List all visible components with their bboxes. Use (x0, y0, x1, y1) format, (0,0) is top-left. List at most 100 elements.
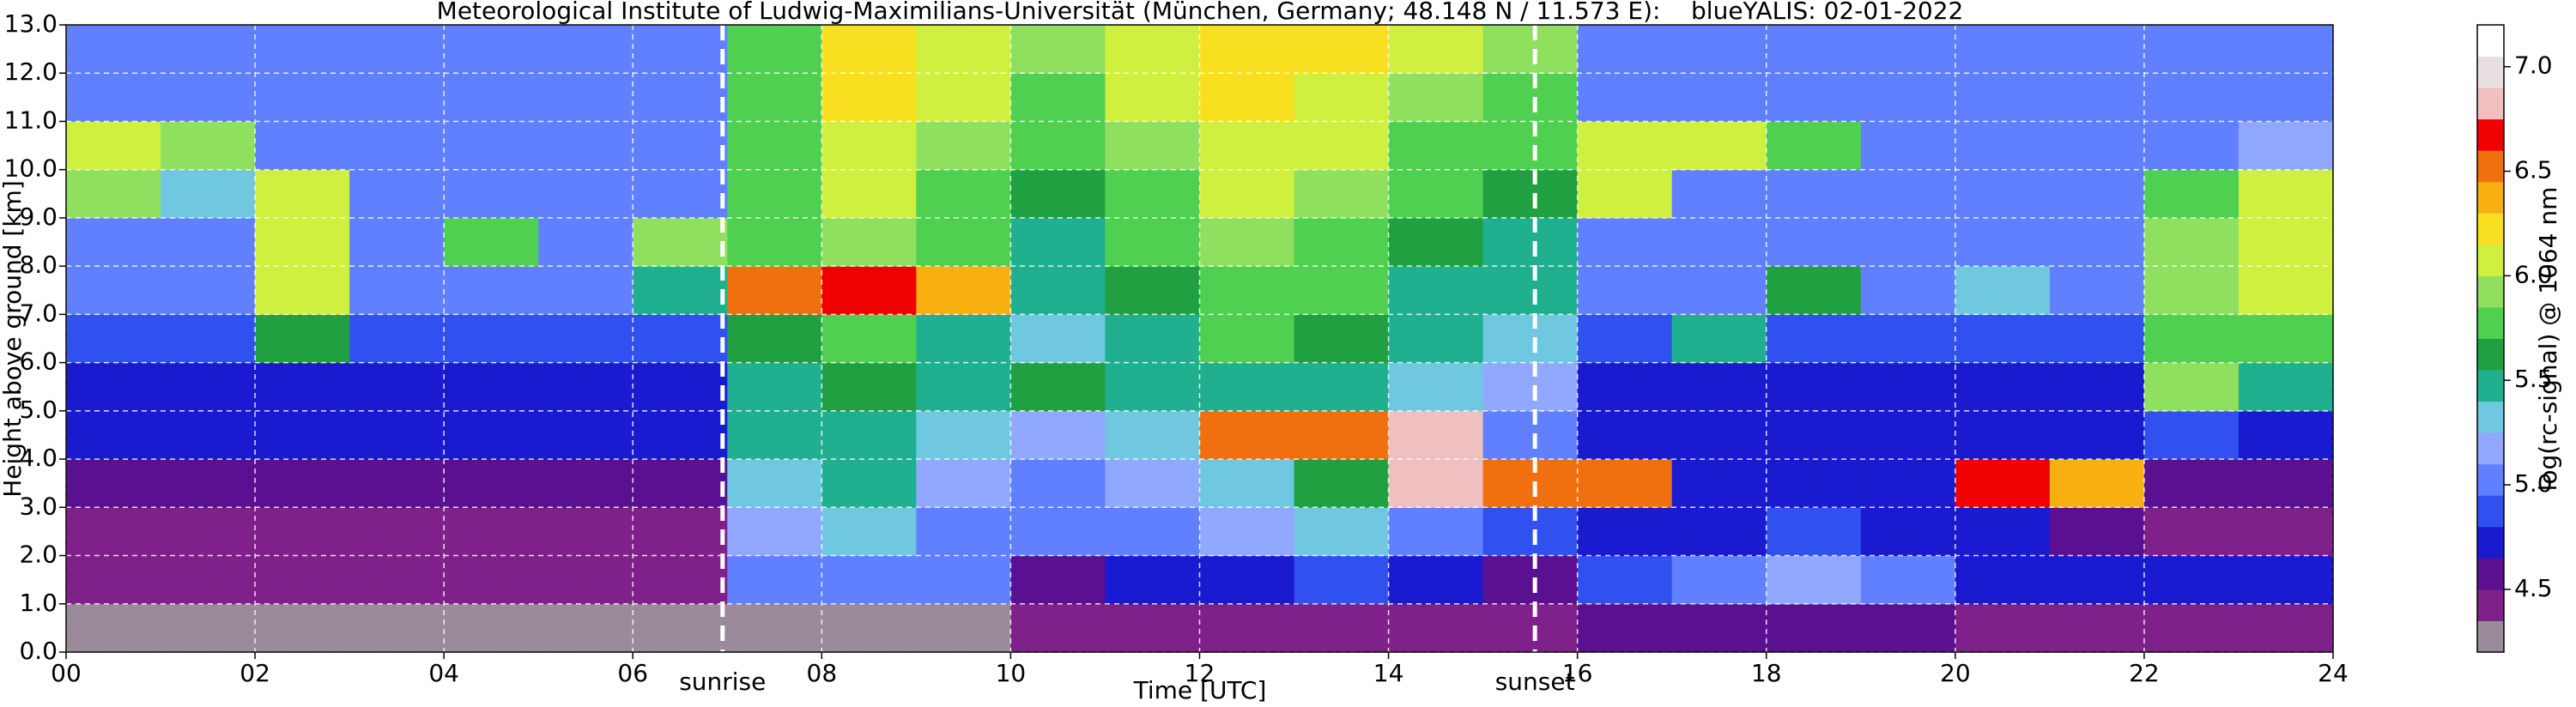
heatmap-cell (1010, 169, 1106, 219)
colorbar-swatch (2477, 25, 2504, 57)
heatmap-cell (1199, 266, 1295, 315)
x-tick-label: 16 (1562, 659, 1593, 687)
heatmap-cell (1105, 555, 1200, 605)
heatmap-cell (2049, 555, 2145, 605)
heatmap-cell (255, 314, 350, 364)
heatmap-cell (1577, 362, 1673, 412)
heatmap-cell (255, 507, 350, 557)
heatmap-cell (1671, 603, 1767, 653)
heatmap-cell (633, 314, 728, 364)
heatmap-cell (821, 314, 917, 364)
heatmap-cell (1577, 169, 1673, 219)
heatmap-cell (727, 217, 822, 267)
heatmap-cell (1766, 362, 1862, 412)
heatmap-cell (1388, 410, 1484, 460)
heatmap-cell (821, 25, 917, 74)
heatmap-cell (2238, 266, 2334, 315)
heatmap-cell (444, 507, 539, 557)
heatmap-cell (727, 459, 822, 508)
heatmap-cell (727, 266, 822, 315)
heatmap-cell (66, 73, 161, 122)
heatmap-cell (1671, 507, 1767, 557)
heatmap-cell (821, 410, 917, 460)
heatmap-cell (2049, 362, 2145, 412)
colorbar-tick-label: 5.5 (2514, 365, 2553, 393)
heatmap-cell (1955, 314, 2051, 364)
heatmap-cell (1388, 555, 1484, 605)
heatmap-cell (1388, 459, 1484, 508)
heatmap-cell (2049, 25, 2145, 74)
heatmap-cell (538, 266, 633, 315)
heatmap-cell (633, 410, 728, 460)
heatmap-cell (1010, 459, 1106, 508)
x-tick-label: 22 (2129, 659, 2160, 687)
heatmap-cell (727, 314, 822, 364)
heatmap-cell (2049, 459, 2145, 508)
heatmap-cell (1105, 73, 1200, 122)
heatmap-cell (1860, 169, 1956, 219)
heatmap-cell (916, 121, 1011, 171)
heatmap-cell (1577, 73, 1673, 122)
colorbar-swatch (2477, 432, 2504, 465)
heatmap-cell (1955, 25, 2051, 74)
heatmap-cell (66, 603, 161, 653)
heatmap-cell (66, 217, 161, 267)
colorbar-swatch (2477, 244, 2504, 276)
heatmap-cell (1860, 603, 1956, 653)
heatmap-cell (1766, 459, 1862, 508)
heatmap-cell (538, 603, 633, 653)
heatmap-cell (1482, 169, 1579, 219)
heatmap-cell (349, 362, 445, 412)
heatmap-cell (66, 459, 161, 508)
heatmap-cell (1482, 459, 1579, 508)
heatmap-cell (821, 459, 917, 508)
heatmap-cell (633, 217, 728, 267)
heatmap-cell (1955, 217, 2051, 267)
heatmap-cell (1577, 459, 1673, 508)
heatmap-cell (1294, 507, 1390, 557)
heatmap-cell (349, 169, 445, 219)
heatmap-cell (1955, 507, 2051, 557)
heatmap-cell (1105, 25, 1200, 74)
heatmap-cell (1294, 603, 1390, 653)
colorbar-swatch (2477, 306, 2504, 339)
colorbar-swatch (2477, 558, 2504, 590)
heatmap-cell (2049, 169, 2145, 219)
heatmap-cell (1388, 603, 1484, 653)
heatmap-cell (1199, 410, 1295, 460)
annotation-label: sunrise (679, 668, 766, 696)
colorbar-swatch (2477, 88, 2504, 120)
heatmap-cell (1482, 555, 1579, 605)
heatmap-cell (444, 362, 539, 412)
heatmap-cell (727, 507, 822, 557)
heatmap-cell (1860, 362, 1956, 412)
heatmap-cell (2238, 555, 2334, 605)
heatmap-cell (1010, 73, 1106, 122)
heatmap-cell (1010, 410, 1106, 460)
heatmap-cell (1482, 507, 1579, 557)
heatmap-cell (1199, 603, 1295, 653)
heatmap-cell (255, 25, 350, 74)
heatmap-cell (538, 410, 633, 460)
heatmap-cell (1388, 266, 1484, 315)
heatmap-cell (161, 25, 256, 74)
heatmap-cell (1294, 169, 1390, 219)
heatmap-cell (2238, 169, 2334, 219)
heatmap-cell (66, 362, 161, 412)
heatmap-cell (2238, 25, 2334, 74)
heatmap-cell (916, 73, 1011, 122)
heatmap-cell (1577, 410, 1673, 460)
heatmap-cell (161, 603, 256, 653)
x-tick-label: 00 (51, 659, 82, 687)
heatmap-cell (1482, 603, 1579, 653)
x-tick-label: 14 (1373, 659, 1404, 687)
heatmap-cell (2238, 603, 2334, 653)
colorbar-tick-label: 7.0 (2514, 51, 2553, 80)
heatmap-cell (255, 121, 350, 171)
heatmap-cell (1860, 73, 1956, 122)
colorbar-tick-label: 4.5 (2514, 574, 2553, 602)
colorbar-swatch (2477, 370, 2504, 402)
heatmap-cell (1199, 169, 1295, 219)
heatmap-cell (2238, 459, 2334, 508)
